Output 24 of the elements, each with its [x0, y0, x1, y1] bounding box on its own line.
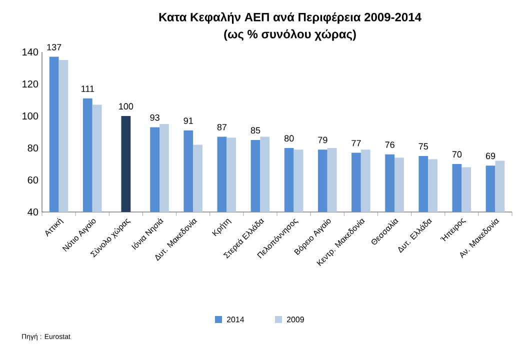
data-label: 87: [217, 124, 226, 130]
data-label: 80: [284, 135, 294, 142]
data-label: 76: [385, 142, 394, 148]
legend-label: 2014: [226, 316, 244, 322]
data-label: 111: [82, 86, 94, 92]
data-label: 79: [318, 136, 328, 144]
y-tick-label: 120: [22, 80, 38, 88]
y-tick-label: 100: [22, 112, 38, 120]
y-tick-label: 80: [28, 144, 38, 152]
y-tick-label: 60: [28, 176, 38, 184]
data-label: 75: [418, 143, 428, 150]
y-tick-label: 40: [28, 208, 38, 216]
legend-label: 2009: [286, 316, 304, 322]
data-label: 93: [150, 114, 160, 121]
data-label: 69: [486, 152, 496, 160]
chart-title: Κατα Κεφαλήν ΑΕΠ ανά Περιφέρεια 2009-2014: [159, 12, 422, 24]
data-label: 77: [352, 140, 361, 146]
data-label: 85: [250, 127, 260, 134]
chart-subtitle: (ως % συνόλου χώρας): [224, 29, 356, 41]
y-tick-label: 140: [22, 48, 38, 56]
data-label: 137: [47, 44, 62, 50]
data-label: 70: [452, 151, 462, 158]
data-label: 91: [184, 118, 193, 124]
data-label: 100: [119, 103, 134, 110]
